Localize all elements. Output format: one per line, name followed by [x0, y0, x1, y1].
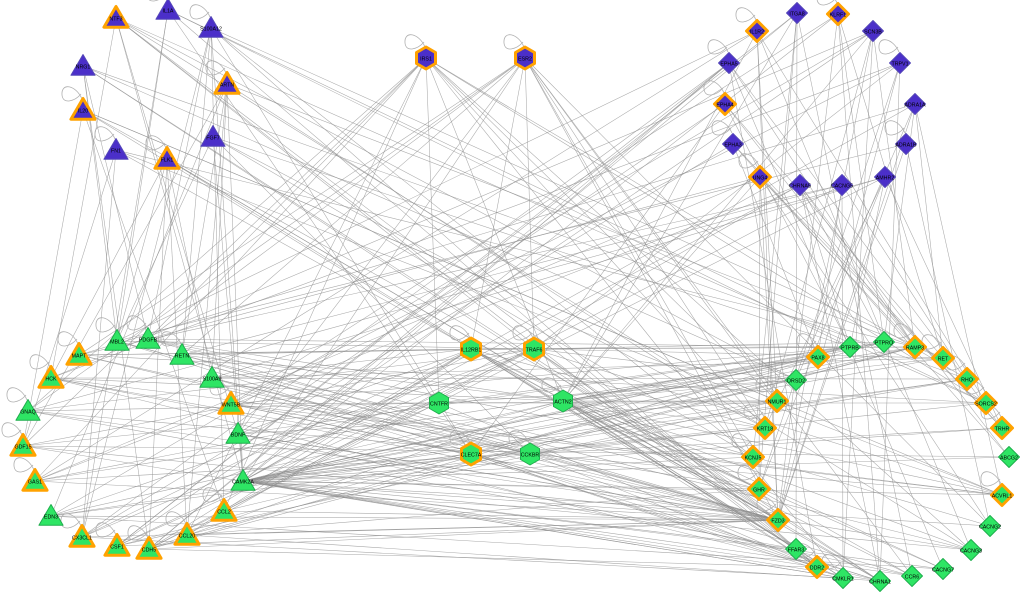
svg-text:FLK1: FLK1: [161, 158, 174, 164]
svg-text:UNG4: UNG4: [753, 176, 768, 182]
svg-text:S100A12: S100A12: [200, 27, 222, 33]
svg-text:TRHR: TRHR: [995, 427, 1010, 433]
svg-text:ADRA1B: ADRA1B: [895, 143, 917, 149]
svg-text:TRAF6: TRAF6: [526, 348, 543, 354]
svg-text:IL1R2: IL1R2: [750, 30, 764, 36]
svg-text:CACNG7: CACNG7: [932, 568, 954, 574]
svg-text:AMHR2: AMHR2: [876, 176, 895, 182]
svg-text:RET: RET: [938, 357, 949, 363]
svg-text:MAPT: MAPT: [72, 354, 87, 360]
svg-text:ACTN2: ACTN2: [554, 400, 571, 406]
svg-text:FGF7: FGF7: [206, 136, 220, 142]
svg-text:CSF1: CSF1: [110, 545, 124, 551]
svg-text:HCK: HCK: [45, 377, 57, 383]
svg-text:ACVRL1: ACVRL1: [992, 494, 1013, 500]
svg-text:IL1A: IL1A: [163, 9, 174, 15]
svg-text:CCL2: CCL2: [217, 510, 231, 516]
svg-text:CAMK2A: CAMK2A: [232, 480, 254, 486]
svg-text:EPHA3: EPHA3: [724, 143, 741, 149]
svg-text:CMKLR1: CMKLR1: [832, 577, 854, 583]
svg-text:ESR2: ESR2: [518, 57, 532, 63]
svg-text:CX3CL1: CX3CL1: [72, 536, 92, 542]
svg-text:NRG1: NRG1: [76, 65, 91, 71]
svg-text:CLEC7A: CLEC7A: [461, 453, 482, 459]
svg-text:GDF15: GDF15: [14, 445, 31, 451]
svg-text:WNT5B: WNT5B: [222, 403, 241, 409]
svg-text:CHRNA1: CHRNA1: [869, 580, 891, 586]
svg-text:PDGFB: PDGFB: [139, 338, 158, 344]
svg-text:PAX8: PAX8: [811, 356, 824, 362]
svg-text:FFAR3: FFAR3: [788, 548, 805, 554]
svg-text:RHO: RHO: [961, 378, 973, 384]
svg-text:IL12RB1: IL12RB1: [461, 348, 482, 354]
svg-text:PTPRO: PTPRO: [875, 341, 893, 347]
svg-text:ITGA8: ITGA8: [789, 12, 804, 18]
svg-text:DDR2: DDR2: [810, 566, 824, 572]
svg-text:GNAQ: GNAQ: [20, 410, 36, 416]
svg-text:FN1: FN1: [111, 149, 121, 155]
svg-text:KRT18: KRT18: [757, 427, 773, 433]
svg-text:CHRNA5: CHRNA5: [789, 184, 811, 190]
svg-text:TRPV1: TRPV1: [891, 62, 908, 68]
svg-text:FZD3: FZD3: [771, 519, 784, 525]
svg-text:CDH5: CDH5: [142, 548, 156, 554]
svg-text:GHR: GHR: [753, 488, 765, 494]
svg-text:EPHA5: EPHA5: [720, 62, 737, 68]
svg-text:CCKBR: CCKBR: [521, 453, 540, 459]
svg-text:ADRA1A: ADRA1A: [904, 103, 926, 109]
svg-text:RETN: RETN: [175, 354, 190, 360]
svg-text:GAS1: GAS1: [28, 480, 42, 486]
svg-text:ARTN: ARTN: [220, 83, 234, 89]
svg-text:SORCS2: SORCS2: [975, 402, 997, 408]
svg-text:EDN3: EDN3: [44, 515, 58, 521]
svg-text:PTPRB: PTPRB: [841, 346, 859, 352]
svg-text:CCL20: CCL20: [179, 534, 196, 540]
svg-text:NTF3: NTF3: [109, 17, 122, 23]
svg-text:IL20: IL20: [78, 109, 88, 115]
svg-text:BDNF: BDNF: [231, 433, 246, 439]
svg-text:KCNJ5: KCNJ5: [745, 456, 762, 462]
svg-text:CCR6: CCR6: [905, 575, 919, 581]
svg-text:ORSD2: ORSD2: [787, 379, 805, 385]
svg-text:MBL2: MBL2: [110, 340, 124, 346]
svg-text:CACNG3: CACNG3: [960, 549, 982, 555]
svg-text:ABCG2: ABCG2: [1000, 456, 1018, 462]
svg-text:EPHA4: EPHA4: [716, 103, 733, 109]
svg-text:CACNG5: CACNG5: [831, 184, 853, 190]
svg-text:CNTFR: CNTFR: [430, 402, 448, 408]
svg-text:S100A9: S100A9: [203, 377, 222, 383]
svg-text:KLRF1: KLRF1: [830, 13, 847, 19]
svg-text:NMUR1: NMUR1: [768, 400, 787, 406]
svg-text:CACNG2: CACNG2: [979, 525, 1001, 531]
svg-text:RAMP3: RAMP3: [906, 346, 924, 352]
svg-text:IRS1: IRS1: [420, 57, 432, 63]
svg-text:SCN3B: SCN3B: [864, 30, 882, 36]
